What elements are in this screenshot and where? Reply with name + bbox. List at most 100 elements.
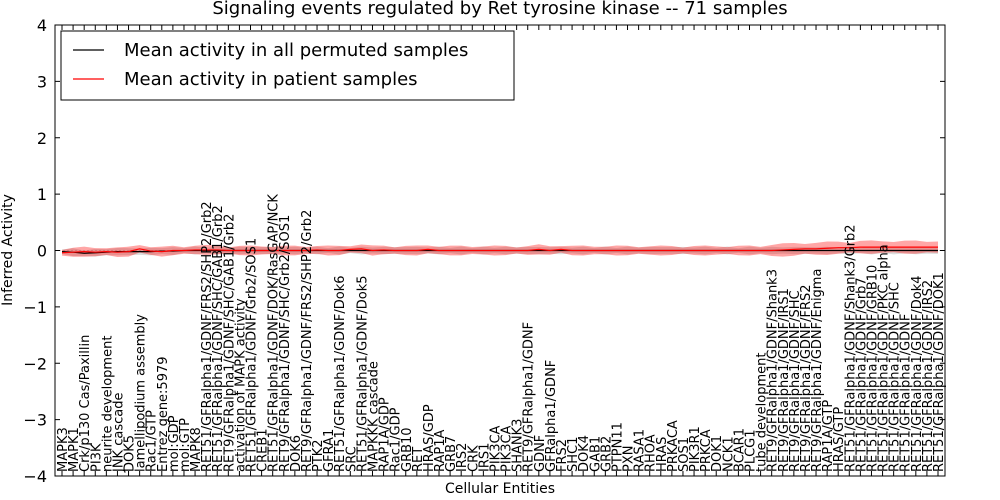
x-tick-label: PI3K [89, 443, 104, 472]
x-tick-label: GRB2 [599, 436, 614, 472]
x-tick-label: GFRA1 [322, 429, 337, 472]
x-tick-label: RET9/GFRalpha1/GDNF/SHC/Grb2/SOS1 [278, 215, 293, 472]
x-tick-label: GFRalpha1/GDNF [544, 360, 559, 472]
x-tick-label: DOK5 [123, 435, 138, 472]
x-tick-label: FRS2 [555, 439, 570, 472]
x-tick-label: CRK [466, 445, 481, 472]
x-tick-label: SOS1 [677, 437, 692, 472]
x-tick-label: PRKCA [699, 429, 714, 472]
legend: Mean activity in all permuted samples Me… [60, 30, 515, 101]
x-tick-label: DOK4 [577, 435, 592, 472]
x-tick-label: RET51/GFRalpha1/GDNF/IRS2 [921, 280, 936, 472]
x-tick-label: SHANK3 [511, 419, 526, 472]
x-tick-label: RET51/GFRalpha1/GDNF/Grb2/SOS1 [245, 238, 260, 472]
x-tick-label: HRAS/GTP [832, 407, 847, 472]
x-tick-label: RAP1A/GDP [378, 397, 393, 472]
x-tick-label: RET9/GFRalpha1/GDNF/FRS2 [799, 284, 814, 472]
x-tick-label: RET51/GFRalpha1/GDNF/Grb7 [854, 277, 869, 472]
y-tick-label: 2 [37, 129, 47, 148]
x-tick-label: IRS2 [455, 443, 470, 472]
x-tick-label: GDNF [533, 435, 548, 472]
x-tick-label: tube development [755, 353, 770, 472]
x-tick-label: MAPK8 [189, 427, 204, 472]
y-axis-label: Inferred Activity [0, 194, 16, 306]
x-tick-label: RET51/GFRalpha1/GDNF/Dok6 [333, 275, 348, 472]
x-tick-label: RET51/GFRalpha1/GDNF/Shank3/Grb2 [843, 224, 858, 472]
x-tick-label: RAP1A/GTP [821, 400, 836, 472]
x-tick-label: PRKACA [666, 420, 681, 472]
x-tick-label: mol:GDP [167, 415, 182, 472]
x-tick-label: RET51/GFRalpha1/GDNF/PKC alpha [877, 244, 892, 472]
x-tick-label: PIK3CA [500, 425, 515, 472]
y-tick-label: −1 [23, 298, 47, 317]
x-tick-label: PTPN11 [610, 422, 625, 472]
x-tick-label: MAPK3 [56, 427, 71, 472]
x-tick-label: RET [411, 447, 426, 472]
series-line-patient [61, 246, 938, 254]
x-tick-label: RET51/GFRalpha1/GDNF/GRB10 [865, 265, 880, 472]
x-tick-label: PXN [622, 446, 637, 472]
x-tick-label: Rac1/GTP [145, 410, 160, 472]
x-tick-label: SHC1 [566, 437, 581, 472]
x-tick-label: Rac1/GDP [389, 407, 404, 472]
x-tick-label: activation of MAPK activity [233, 298, 248, 472]
x-tick-label: Entrez gene:5979 [156, 356, 171, 472]
chart-title: Signaling events regulated by Ret tyrosi… [212, 0, 787, 19]
x-tick-label: GRB10 [400, 427, 415, 472]
y-tick-label: −2 [23, 354, 47, 373]
x-tick-label: BCAR1 [732, 428, 747, 472]
x-tick-label: RET9/GFRalpha1/GDNF/SHC/GAB1/Grb2 [222, 214, 237, 472]
x-tick-label: PIK3CA [488, 425, 503, 472]
legend-box [60, 30, 515, 101]
x-tick-label: PIK3R1 [688, 426, 703, 472]
x-tick-label: IRS1 [477, 443, 492, 472]
band-patient [62, 240, 938, 257]
legend-label-patient: Mean activity in patient samples [124, 69, 418, 90]
x-tick-label: DOK6 [289, 435, 304, 472]
x-tick-label: RET9/GFRalpha1/GDNF/FRS2/SHP2/Grb2 [300, 210, 315, 472]
x-tick-label: RASA1 [633, 429, 648, 472]
y-tick-label: −3 [23, 411, 47, 430]
x-tick-label: RET51/GFRalpha1/GDNF/Dok5 [355, 275, 370, 472]
x-tick-label: CREB1 [256, 428, 271, 472]
legend-label-permuted: Mean activity in all permuted samples [124, 40, 468, 61]
x-tick-label: RET9/GFRalpha1/GDNF/SHC [788, 290, 803, 472]
x-tick-label: HRAS [655, 437, 670, 472]
x-tick-label: lamellipodium assembly [134, 314, 149, 472]
x-tick-label: RET51/GFRalpha1/GDNF/DOK1 [932, 272, 947, 472]
x-tick-label: RET51/GFRalpha1/GDNF/SHC/GAB1/Grb2 [211, 205, 226, 472]
x-tick-label: MAPK1 [67, 427, 82, 472]
y-tick-label: −4 [23, 467, 47, 486]
y-tick-label: 0 [37, 242, 47, 261]
x-tick-label: RHOA [644, 434, 659, 472]
y-tick-label: 4 [37, 16, 47, 35]
x-tick-label: MAPKKK cascade [366, 361, 381, 472]
y-tick-label: 1 [37, 185, 47, 204]
x-tick-label: RET51/GFRalpha1/GDNF/SHC [888, 282, 903, 472]
x-tick-label: RET9/GFRalpha1/GDNF/Enigma [810, 269, 825, 472]
x-tick-label: Crk/p130 Cas/Paxillin [78, 335, 93, 472]
x-tick-label: GAB1 [588, 436, 603, 472]
x-tick-label: RET51/GFRalpha1/GDNF/Dok4 [910, 275, 925, 472]
x-tick-label: mol:GTP [178, 418, 193, 472]
x-tick-label: NCK1 [721, 436, 736, 472]
x-tick-label: PTK2 [311, 439, 326, 472]
band-permuted [62, 246, 938, 257]
x-tick-label: DOK1 [710, 435, 725, 472]
x-tick-label: HRAS/GDP [422, 404, 437, 472]
x-tick-label: PLCG1 [743, 429, 758, 472]
x-tick-label: RET9/GFRalpha1/GDNF [522, 322, 537, 472]
x-tick-label: GRB7 [444, 436, 459, 472]
x-tick-label: SRC [344, 446, 359, 472]
x-tick-label: RET9/GFRalpha1/GDNF/IRS1 [777, 288, 792, 472]
y-tick-label: 3 [37, 72, 47, 91]
x-tick-label: RAP1A [433, 429, 448, 472]
x-tick-label: RET51/GFRalpha1/GDNF/FRS2/SHP2/Grb2 [200, 201, 215, 472]
x-tick-label: RET51/GFRalpha1/GDNF [899, 314, 914, 472]
x-tick-label: RET51/GFRalpha1/GDNF/DOK/RasGAP/NCK [267, 194, 282, 472]
x-tick-label: JNK cascade [111, 393, 126, 473]
x-tick-label: neurite development [100, 336, 115, 472]
x-axis-label: Cellular Entities [445, 481, 555, 497]
x-tick-label: RET9/GFRalpha1/GDNF/Shank3 [766, 269, 781, 472]
